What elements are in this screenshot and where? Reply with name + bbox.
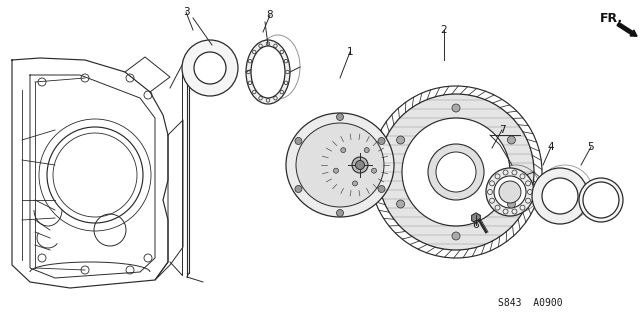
Circle shape — [353, 181, 358, 186]
Circle shape — [428, 144, 484, 200]
Circle shape — [486, 168, 534, 216]
Ellipse shape — [246, 40, 290, 104]
Ellipse shape — [296, 123, 384, 207]
Text: S843  A0900: S843 A0900 — [498, 298, 563, 308]
Ellipse shape — [352, 157, 368, 173]
Text: 8: 8 — [267, 10, 273, 20]
Text: 3: 3 — [182, 7, 189, 17]
Circle shape — [333, 168, 339, 173]
Ellipse shape — [378, 94, 534, 250]
Circle shape — [452, 104, 460, 112]
Circle shape — [532, 168, 588, 224]
Polygon shape — [472, 213, 481, 223]
Circle shape — [340, 148, 346, 152]
Text: FR.: FR. — [600, 11, 623, 25]
Circle shape — [452, 232, 460, 240]
Circle shape — [295, 137, 302, 145]
Circle shape — [436, 152, 476, 192]
Circle shape — [372, 168, 376, 173]
Circle shape — [364, 148, 369, 152]
Circle shape — [337, 210, 344, 217]
Text: 5: 5 — [588, 142, 595, 152]
Circle shape — [378, 186, 385, 192]
Circle shape — [397, 200, 404, 208]
Text: 4: 4 — [548, 142, 554, 152]
Circle shape — [182, 40, 238, 96]
Circle shape — [337, 114, 344, 121]
Circle shape — [194, 52, 226, 84]
Text: 1: 1 — [347, 47, 353, 57]
Circle shape — [499, 181, 521, 203]
Ellipse shape — [251, 46, 285, 98]
Ellipse shape — [286, 113, 394, 217]
Text: 2: 2 — [441, 25, 447, 35]
Circle shape — [508, 136, 515, 144]
Text: 7: 7 — [499, 125, 506, 135]
Ellipse shape — [337, 131, 373, 199]
Circle shape — [508, 200, 515, 208]
Circle shape — [494, 176, 526, 208]
Circle shape — [378, 137, 385, 145]
Circle shape — [397, 136, 404, 144]
Circle shape — [295, 186, 302, 192]
Circle shape — [583, 182, 619, 218]
Ellipse shape — [355, 160, 365, 169]
Circle shape — [542, 178, 578, 214]
Circle shape — [402, 118, 510, 226]
FancyArrow shape — [617, 23, 637, 36]
Circle shape — [579, 178, 623, 222]
Text: 6: 6 — [473, 220, 479, 230]
